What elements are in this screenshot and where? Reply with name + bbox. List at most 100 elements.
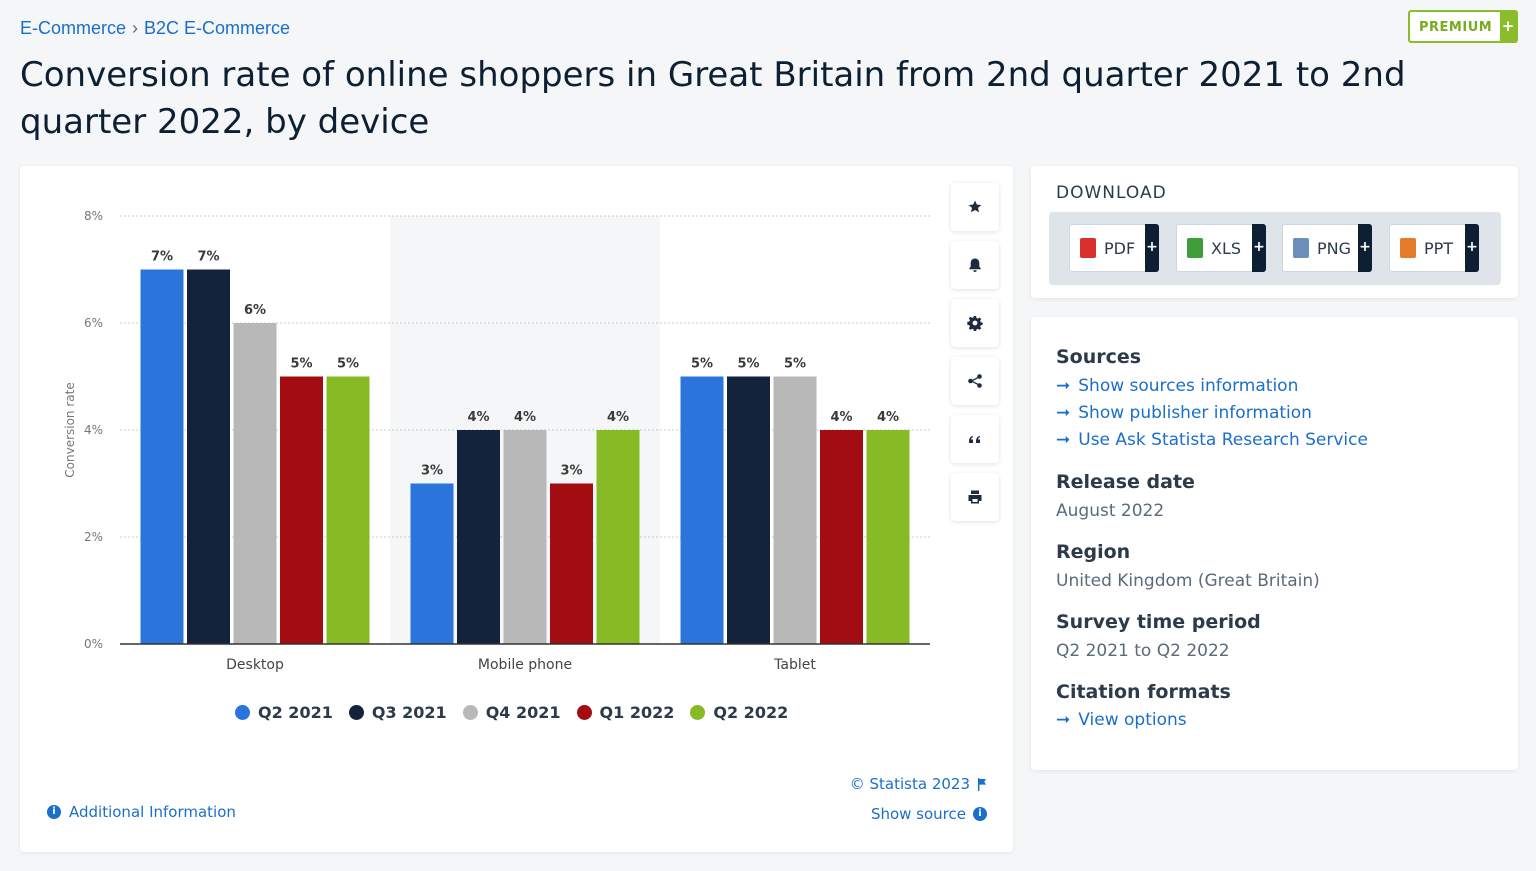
download-xls-label: XLS (1211, 239, 1242, 258)
premium-button[interactable]: PREMIUM + (1408, 10, 1518, 43)
data-label: 4% (877, 410, 899, 425)
download-png-label: PNG (1317, 239, 1352, 258)
download-xls-button[interactable]: XLS + (1176, 224, 1266, 272)
y-tick-label: 2% (84, 530, 103, 544)
legend-item[interactable]: Q2 2021 (235, 703, 333, 722)
print-button[interactable] (951, 473, 999, 521)
info-icon: i (47, 805, 61, 819)
survey-period-heading: Survey time period (1056, 611, 1261, 633)
y-tick-label: 8% (84, 209, 103, 223)
bar (727, 376, 770, 644)
bar (820, 430, 863, 644)
show-source-link[interactable]: Show source i (871, 805, 987, 823)
ask-research-service-text: Use Ask Statista Research Service (1078, 430, 1368, 450)
bell-icon (969, 258, 981, 272)
plus-icon: + (1145, 224, 1159, 272)
arrow-right-icon: ➞ (1056, 710, 1071, 730)
data-label: 7% (151, 250, 173, 265)
data-label: 5% (290, 357, 312, 372)
plus-icon: + (1252, 224, 1266, 272)
view-options-text: View options (1078, 710, 1187, 730)
view-options-link[interactable]: ➞ View options (1056, 710, 1187, 730)
x-tick-label: Mobile phone (478, 657, 572, 673)
flag-icon (978, 777, 986, 791)
ask-research-service-link[interactable]: ➞ Use Ask Statista Research Service (1056, 430, 1368, 450)
credit-text: © Statista 2023 (849, 775, 970, 793)
region-heading: Region (1056, 541, 1131, 563)
premium-label: PREMIUM (1419, 20, 1493, 35)
bar (596, 430, 640, 644)
breadcrumb-ecommerce[interactable]: E-Commerce (20, 18, 127, 38)
bar (773, 376, 817, 644)
data-label: 3% (560, 464, 582, 479)
show-publisher-link[interactable]: ➞ Show publisher information (1056, 403, 1312, 423)
pdf-file-icon (1080, 238, 1096, 258)
bar (503, 430, 547, 644)
legend-item[interactable]: Q2 2022 (690, 703, 788, 722)
x-tick-label: Tablet (773, 657, 816, 673)
data-label: 5% (784, 357, 806, 372)
share-button[interactable] (951, 357, 999, 405)
data-label: 4% (467, 410, 489, 425)
data-label: 6% (244, 303, 266, 318)
info-icon: i (973, 807, 987, 821)
bar (233, 323, 277, 644)
bar (187, 269, 230, 644)
data-label: 4% (514, 410, 536, 425)
breadcrumb-b2c-ecommerce[interactable]: B2C E-Commerce (144, 18, 291, 38)
show-sources-link[interactable]: ➞ Show sources information (1056, 376, 1298, 396)
download-buttons: PDF + XLS + PNG + PPT + (1049, 212, 1501, 285)
release-date-heading: Release date (1056, 471, 1195, 493)
favorite-button[interactable] (951, 183, 999, 231)
data-label: 7% (197, 250, 219, 265)
ppt-file-icon (1400, 238, 1416, 258)
arrow-right-icon: ➞ (1056, 403, 1071, 423)
y-tick-label: 0% (84, 637, 103, 651)
xls-file-icon (1187, 238, 1203, 258)
legend-swatch (235, 705, 250, 720)
notification-button[interactable] (951, 241, 999, 289)
cite-button[interactable] (951, 415, 999, 463)
statista-credit[interactable]: © Statista 2023 (850, 775, 987, 793)
plus-icon: + (1465, 224, 1479, 272)
legend-swatch (576, 705, 592, 720)
show-publisher-text: Show publisher information (1078, 403, 1312, 423)
data-label: 4% (830, 410, 852, 425)
citation-formats-heading: Citation formats (1056, 681, 1231, 703)
legend-item[interactable]: Q4 2021 (462, 703, 561, 722)
page-title: Conversion rate of online shoppers in Gr… (20, 55, 1406, 142)
legend-label: Q3 2021 (371, 703, 447, 722)
plus-icon: + (1500, 12, 1516, 41)
bar (866, 430, 910, 644)
bar-chart: 0% 2% 4% 6% 8% Conversion rate 7% 7% 6% 5% 5% Deskt… (63, 209, 930, 673)
download-pdf-button[interactable]: PDF + (1069, 224, 1159, 272)
y-tick-label: 4% (84, 423, 103, 437)
arrow-right-icon: ➞ (1056, 430, 1071, 450)
bar (280, 376, 323, 644)
bar (550, 483, 593, 644)
y-tick-label: 6% (84, 316, 103, 330)
chart-legend: Q2 2021 Q3 2021 Q4 2021 Q1 2022 Q2 2022 (235, 703, 788, 722)
y-axis-label: Conversion rate (63, 382, 77, 477)
png-file-icon (1293, 238, 1309, 258)
gear-icon (967, 316, 983, 331)
survey-period-value: Q2 2021 to Q2 2022 (1056, 641, 1230, 661)
data-label: 5% (691, 357, 713, 372)
download-ppt-button[interactable]: PPT + (1389, 224, 1479, 272)
additional-information-link[interactable]: i Additional Information (47, 803, 236, 821)
download-png-button[interactable]: PNG + (1282, 224, 1372, 272)
plus-icon: + (1358, 224, 1372, 272)
download-heading: DOWNLOAD (1056, 183, 1167, 203)
legend-item[interactable]: Q1 2022 (576, 703, 675, 722)
legend-item[interactable]: Q3 2021 (348, 703, 447, 722)
statistic-details-card: Sources ➞ Show sources information ➞ Show … (1031, 317, 1518, 770)
legend-label: Q1 2022 (599, 703, 675, 722)
arrow-right-icon: ➞ (1056, 376, 1071, 396)
share-icon (968, 374, 982, 388)
release-date-value: August 2022 (1056, 501, 1165, 521)
data-label: 4% (607, 410, 629, 425)
sources-heading: Sources (1056, 346, 1142, 368)
settings-button[interactable] (951, 299, 999, 347)
bar (326, 376, 370, 644)
bar (457, 430, 500, 644)
